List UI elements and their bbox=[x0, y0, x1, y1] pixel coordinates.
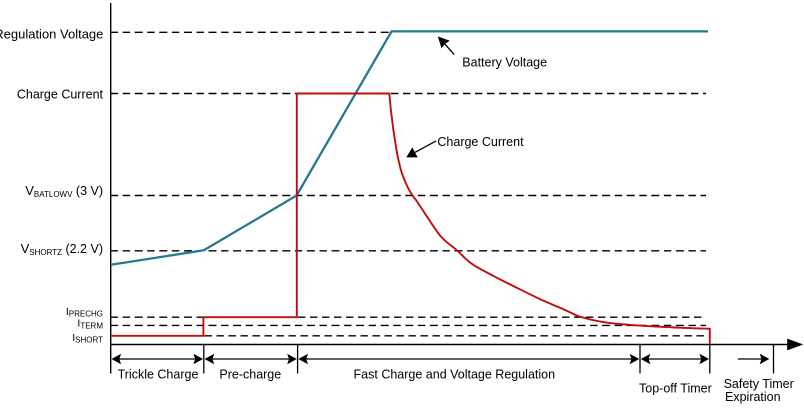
svg-text:IPRECHG: IPRECHG bbox=[66, 306, 103, 319]
svg-text:Charge Current: Charge Current bbox=[437, 135, 524, 149]
svg-text:Top-off Timer: Top-off Timer bbox=[639, 381, 712, 395]
svg-text:Safety Timer: Safety Timer bbox=[724, 377, 794, 391]
svg-text:ISHORT: ISHORT bbox=[72, 332, 103, 345]
svg-text:Pre-charge: Pre-charge bbox=[219, 367, 281, 381]
svg-text:Fast Charge and Voltage Regula: Fast Charge and Voltage Regulation bbox=[354, 367, 556, 381]
svg-text:Regulation Voltage: Regulation Voltage bbox=[0, 26, 103, 41]
svg-text:Trickle Charge: Trickle Charge bbox=[118, 367, 199, 381]
svg-text:Battery Voltage: Battery Voltage bbox=[462, 55, 547, 69]
svg-text:Expiration: Expiration bbox=[725, 390, 781, 404]
svg-text:Charge Current: Charge Current bbox=[17, 87, 104, 101]
svg-text:ITERM: ITERM bbox=[77, 318, 103, 331]
